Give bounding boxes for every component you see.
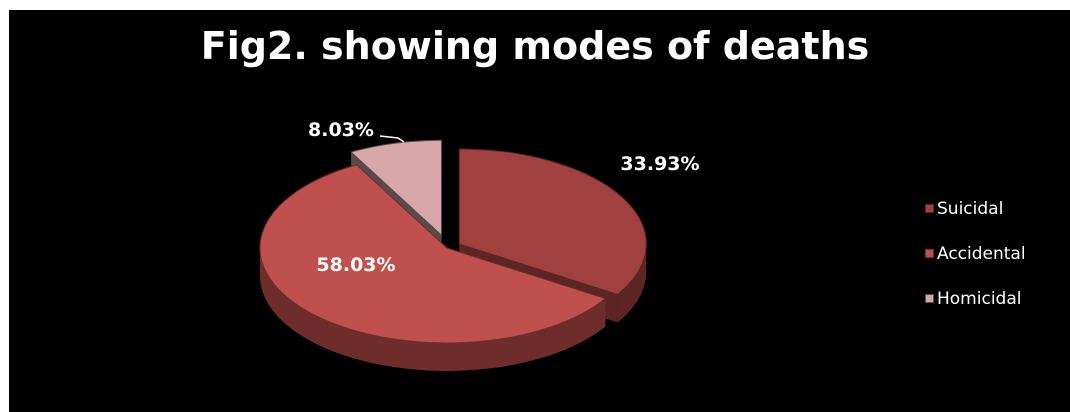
legend-label: Suicidal [937,199,1004,219]
slice-homicidal [350,139,443,237]
legend-swatch-suicidal [925,204,934,213]
legend-swatch-homicidal [925,294,934,303]
leader-line-homicidal [379,135,405,143]
slice-side-accidental [260,248,606,371]
data-label-suicidal: 33.93% [620,153,699,175]
chart-title: Fig2. showing modes of deaths [200,24,870,68]
slice-accidental [259,164,607,344]
slice-suicidal [458,148,647,296]
legend-label: Homicidal [937,289,1022,309]
data-label-homicidal: 8.03% [308,119,374,141]
legend-swatch-accidental [925,249,934,258]
slice-side-suicidal [617,243,647,323]
legend-label: Accidental [937,244,1026,264]
data-label-accidental: 58.03% [316,254,395,276]
